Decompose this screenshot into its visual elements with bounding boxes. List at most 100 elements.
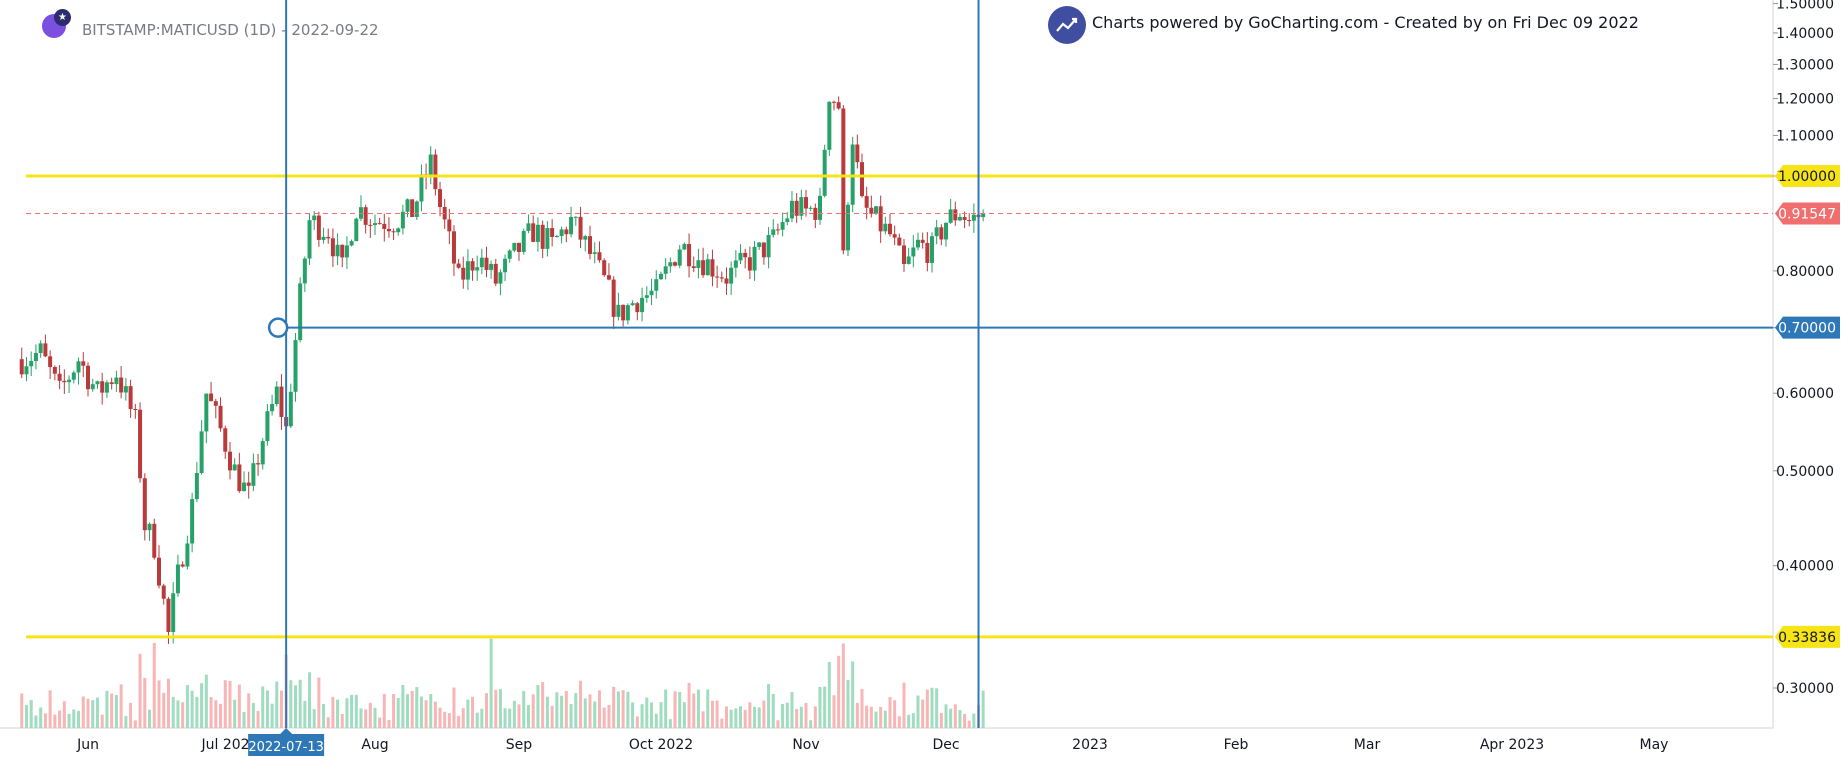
candle-body <box>606 275 611 280</box>
candle-body <box>209 393 214 402</box>
candle-body <box>616 304 621 317</box>
volume-bar <box>626 691 630 728</box>
volume-bar <box>771 693 775 728</box>
volume-bar <box>682 702 686 728</box>
candle-body <box>142 478 147 531</box>
volume-bar <box>406 694 410 728</box>
volume-bar <box>401 684 405 728</box>
volume-bar <box>480 708 484 728</box>
volume-bar <box>837 655 841 728</box>
volume-bar <box>53 714 57 728</box>
candle-body <box>237 464 242 492</box>
volume-bar <box>729 709 733 728</box>
volume-bar <box>429 694 433 728</box>
candle-body <box>38 343 43 354</box>
volume-bar <box>298 679 302 728</box>
candle-body <box>344 245 349 258</box>
volume-bar <box>668 719 672 728</box>
volume-bar <box>382 693 386 728</box>
candle-body <box>133 409 138 411</box>
candle-body <box>757 242 762 247</box>
candle-body <box>265 411 270 442</box>
volume-bar <box>424 700 428 728</box>
candle-body <box>930 236 934 263</box>
volume-bar <box>541 682 545 728</box>
volume-bar <box>846 679 850 728</box>
candle-body <box>199 431 204 474</box>
candle-body <box>957 216 962 221</box>
candle-body <box>109 382 114 385</box>
candle-body <box>747 257 752 271</box>
candle-body <box>738 252 743 261</box>
volume-bar <box>447 713 451 728</box>
volume-bar <box>879 706 883 728</box>
candle-body <box>752 246 757 271</box>
candle-body <box>166 598 171 633</box>
volume-bar <box>81 696 85 728</box>
candle-body <box>799 197 804 216</box>
price-label-badge-bg <box>1775 316 1840 339</box>
volume-bar <box>171 696 175 728</box>
candle-body <box>775 229 780 231</box>
candle-body <box>288 391 293 427</box>
volume-bar <box>190 690 194 728</box>
candle-body <box>944 222 948 240</box>
candle-body <box>967 220 972 222</box>
volume-bar <box>110 693 114 728</box>
volume-bar <box>204 674 208 728</box>
volume-bar <box>902 682 906 728</box>
price-tick-label: 0.50000 <box>1776 464 1834 480</box>
volume-bar <box>209 697 213 728</box>
candle-body <box>171 593 176 633</box>
price-label-badge-0.33836: 0.33836 <box>1775 625 1840 648</box>
volume-bar <box>494 689 498 728</box>
volume-bar <box>176 700 180 728</box>
candle-body <box>321 236 326 240</box>
volume-bar <box>67 713 71 728</box>
volume-bar <box>804 702 808 728</box>
candle-body <box>733 260 738 268</box>
candle-body <box>696 260 701 268</box>
candle-body <box>649 290 654 296</box>
candle-layer <box>19 96 986 644</box>
candle-body <box>701 260 706 276</box>
price-label-badge-bg <box>1775 165 1840 187</box>
volume-bar <box>326 717 330 728</box>
volume-bar <box>706 689 710 728</box>
volume-bar <box>289 680 293 728</box>
candle-body <box>644 295 649 298</box>
volume-bar <box>762 700 766 728</box>
candle-body <box>832 101 836 103</box>
candle-body <box>185 543 190 567</box>
volume-bar <box>148 709 152 728</box>
candle-body <box>373 223 377 225</box>
volume-bar <box>503 708 507 728</box>
price-tick-label: 1.10000 <box>1776 128 1834 144</box>
volume-bar <box>981 690 985 728</box>
volume-bar <box>588 694 592 728</box>
volume-bar <box>916 695 920 728</box>
volume-bar <box>692 693 696 728</box>
candle-body <box>123 386 128 393</box>
candle-body <box>218 405 223 429</box>
candle-body <box>640 297 645 313</box>
candle-body <box>438 189 443 208</box>
candle-body <box>687 243 692 267</box>
price-tick-label: 0.60000 <box>1776 386 1834 402</box>
volume-bar <box>621 690 625 728</box>
candle-body <box>625 305 630 321</box>
volume-bar <box>823 686 827 728</box>
volume-bar <box>105 690 109 728</box>
candle-body <box>860 162 864 197</box>
candle-body <box>382 223 387 229</box>
candle-body <box>270 404 275 412</box>
volume-bar <box>739 706 743 728</box>
candle-body <box>242 482 247 492</box>
candle-body <box>400 211 405 229</box>
volume-bar <box>832 695 836 728</box>
time-tick-label: Dec <box>932 737 959 753</box>
volume-bar <box>696 689 700 728</box>
candle-body <box>789 200 794 219</box>
volume-bar <box>921 699 925 728</box>
